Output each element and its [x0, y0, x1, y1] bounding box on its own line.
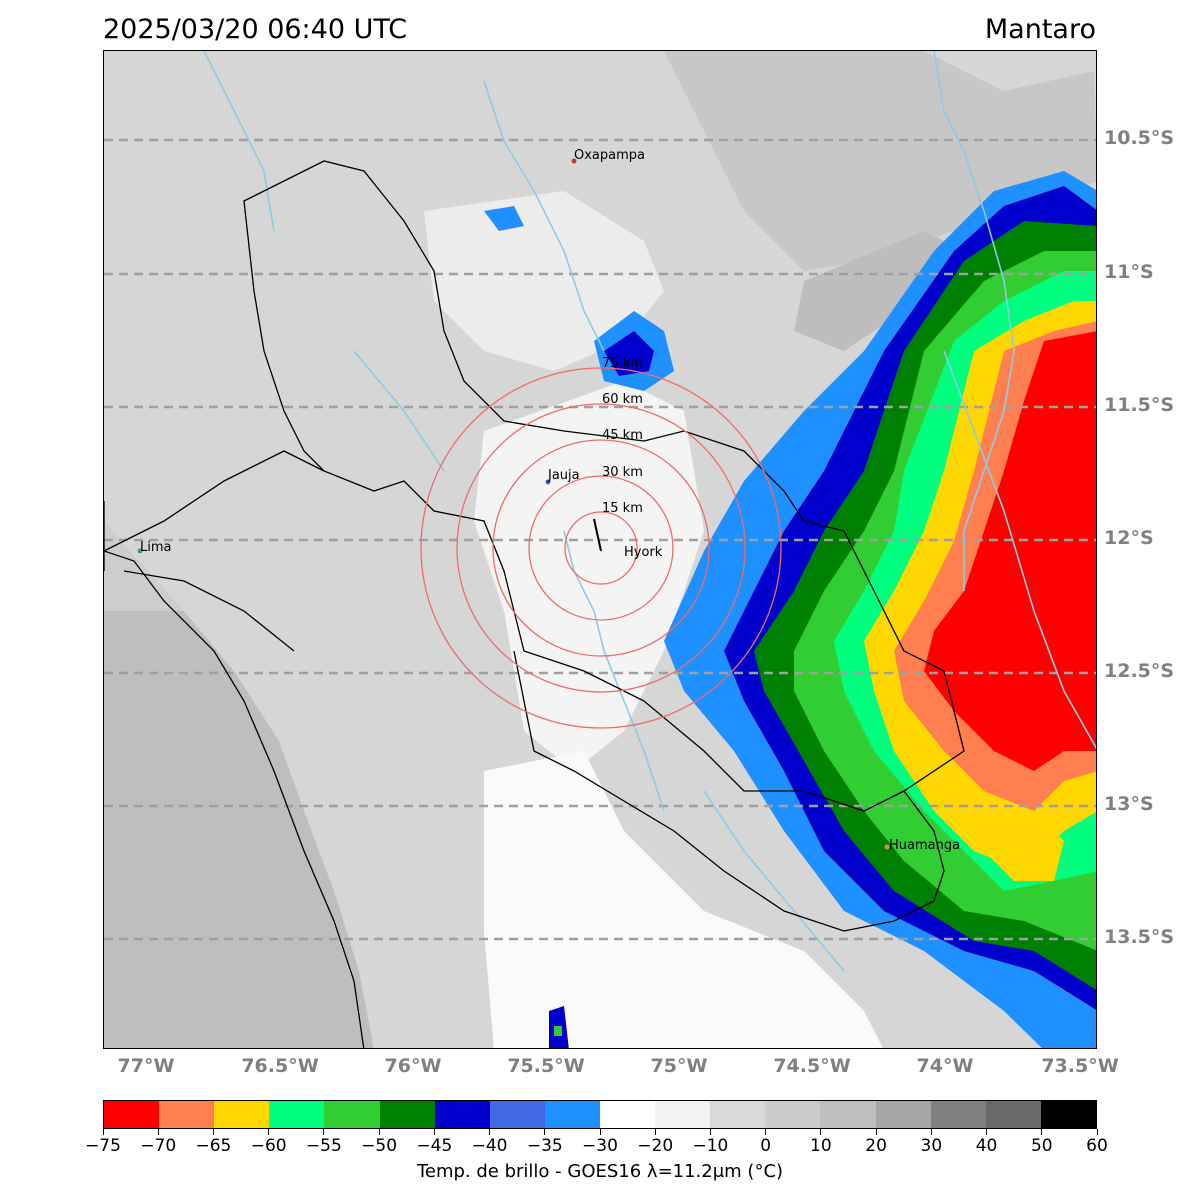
lat-label-13s: 13°S — [1104, 793, 1154, 815]
lat-label-11-5s: 11.5°S — [1104, 394, 1175, 416]
colorbar-tick-label: −45 — [416, 1136, 453, 1156]
colorbar-tick-label: 10 — [810, 1136, 832, 1156]
colorbar-segment — [214, 1101, 270, 1128]
colorbar-segment — [710, 1101, 766, 1128]
colorbar-segment — [985, 1101, 1041, 1128]
colorbar-segment — [544, 1101, 600, 1128]
lat-label-11s: 11°S — [1104, 261, 1154, 283]
lat-label-12s: 12°S — [1104, 527, 1154, 549]
city-label-lima: Lima — [140, 540, 172, 555]
colorbar-tick-label: −10 — [692, 1136, 729, 1156]
colorbar-title: Temp. de brillo - GOES16 λ=11.2μm (°C) — [416, 1161, 784, 1182]
colorbar-tick — [599, 1129, 601, 1135]
lon-label-74w: 74°W — [916, 1055, 974, 1077]
colorbar-tick-label: −70 — [140, 1136, 177, 1156]
lat-label-12-5s: 12.5°S — [1104, 660, 1175, 682]
lon-label-76w: 76°W — [384, 1055, 442, 1077]
colorbar-segment — [379, 1101, 435, 1128]
colorbar-tick — [875, 1129, 877, 1135]
colorbar-tick — [1041, 1129, 1043, 1135]
colorbar-tick-label: 20 — [865, 1136, 887, 1156]
colorbar-segment — [159, 1101, 215, 1128]
ring-label-15km: 15 km — [602, 501, 643, 516]
colorbar-tick — [820, 1129, 822, 1135]
colorbar-segment — [875, 1101, 931, 1128]
colorbar-tick-label: −55 — [305, 1136, 342, 1156]
lon-label-76-5w: 76.5°W — [241, 1055, 319, 1077]
colorbar-tick — [709, 1129, 711, 1135]
satellite-map[interactable]: Oxapampa Jauja Hyork Lima Huamanga 15 km… — [103, 50, 1097, 1049]
lon-label-75-5w: 75.5°W — [507, 1055, 585, 1077]
colorbar-tick — [378, 1129, 380, 1135]
colorbar-segment — [489, 1101, 545, 1128]
city-label-hyork: Hyork — [624, 545, 663, 560]
region-title: Mantaro — [984, 14, 1096, 45]
ring-label-30km: 30 km — [602, 465, 643, 480]
colorbar-segment — [1040, 1101, 1096, 1128]
lon-label-75w: 75°W — [650, 1055, 708, 1077]
colorbar-tick — [323, 1129, 325, 1135]
colorbar-tick-label: 50 — [1030, 1136, 1053, 1156]
colorbar-tick-label: −60 — [250, 1136, 287, 1156]
colorbar-tick — [765, 1129, 767, 1135]
colorbar-segment — [765, 1101, 821, 1128]
colorbar-tick-label: −75 — [85, 1136, 121, 1156]
colorbar-tick-label: −30 — [582, 1136, 618, 1156]
city-label-huamanga: Huamanga — [889, 838, 961, 853]
lat-label-10-5s: 10.5°S — [1104, 127, 1175, 149]
colorbar-tick — [544, 1129, 546, 1135]
colorbar-tick — [268, 1129, 270, 1135]
ring-label-45km: 45 km — [602, 428, 643, 443]
colorbar-tick — [930, 1129, 932, 1135]
colorbar-tick — [157, 1129, 159, 1135]
colorbar-tick — [986, 1129, 988, 1135]
map-canvas — [104, 51, 1096, 1048]
colorbar-segment — [820, 1101, 876, 1128]
colorbar-tick-label: −50 — [361, 1136, 398, 1156]
colorbar-tick-label: −65 — [195, 1136, 232, 1156]
lon-label-77w: 77°W — [117, 1055, 175, 1077]
colorbar-tick-label: −20 — [637, 1136, 674, 1156]
lon-label-74-5w: 74.5°W — [773, 1055, 851, 1077]
colorbar-segment — [269, 1101, 325, 1128]
colorbar-tick — [489, 1129, 491, 1135]
colorbar-segment — [104, 1101, 160, 1128]
ring-label-75km: 75 km — [602, 356, 643, 371]
temperature-colorbar — [103, 1100, 1097, 1129]
city-label-oxapampa: Oxapampa — [574, 148, 645, 163]
colorbar-tick — [433, 1129, 435, 1135]
lon-label-73-5w: 73.5°W — [1041, 1055, 1119, 1077]
colorbar-tick-label: −40 — [471, 1136, 508, 1156]
lat-label-13-5s: 13.5°S — [1104, 926, 1175, 948]
colorbar-tick-label: 40 — [975, 1136, 998, 1156]
colorbar-tick — [1096, 1129, 1098, 1135]
colorbar-tick-label: 0 — [760, 1136, 772, 1156]
colorbar-segment — [655, 1101, 711, 1128]
colorbar-tick-label: 60 — [1086, 1136, 1108, 1156]
colorbar-tick — [102, 1129, 104, 1135]
colorbar-tick — [654, 1129, 656, 1135]
colorbar-segment — [930, 1101, 986, 1128]
colorbar-segment — [324, 1101, 380, 1128]
colorbar-tick-label: −35 — [526, 1136, 563, 1156]
city-label-jauja: Jauja — [548, 468, 580, 483]
colorbar-segment — [434, 1101, 490, 1128]
colorbar-tick — [212, 1129, 214, 1135]
timestamp-title: 2025/03/20 06:40 UTC — [103, 14, 408, 45]
colorbar-tick-label: 30 — [920, 1136, 943, 1156]
colorbar-segment — [599, 1101, 656, 1128]
ring-label-60km: 60 km — [602, 392, 643, 407]
